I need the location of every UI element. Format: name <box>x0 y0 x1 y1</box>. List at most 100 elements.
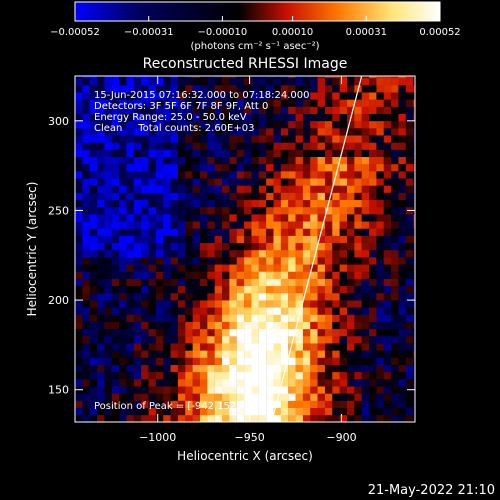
heatmap-cell <box>185 99 193 107</box>
heatmap-cell <box>273 92 281 100</box>
heatmap-cell <box>75 407 83 416</box>
heatmap-cell <box>82 400 90 408</box>
heatmap-cell <box>236 206 245 215</box>
heatmap-cell <box>229 407 237 416</box>
heatmap-cell <box>222 84 230 93</box>
heatmap-cell <box>273 106 281 114</box>
heatmap-cell <box>192 149 201 158</box>
heatmap-cell <box>97 99 105 107</box>
heatmap-cell <box>155 235 164 244</box>
heatmap-cell <box>199 156 208 165</box>
heatmap-cell <box>126 407 134 416</box>
heatmap-cell <box>82 127 90 136</box>
heatmap-cell <box>339 343 348 351</box>
heatmap-cell <box>405 106 414 114</box>
heatmap-cell <box>185 120 193 129</box>
heatmap-cell <box>119 350 127 358</box>
heatmap-cell <box>163 307 171 315</box>
heatmap-cell <box>332 84 340 93</box>
heatmap-cell <box>126 307 134 315</box>
heatmap-cell <box>302 242 311 251</box>
heatmap-cell <box>317 206 326 215</box>
heatmap-cell <box>126 292 134 301</box>
heatmap-cell <box>170 149 179 158</box>
heatmap-cell <box>288 235 296 244</box>
heatmap-cell <box>354 414 362 422</box>
heatmap-cell <box>398 307 406 315</box>
heatmap-cell <box>155 127 164 136</box>
heatmap-cell <box>82 249 90 258</box>
heatmap-cell <box>104 264 112 272</box>
info-line-clean: Clean Total counts: 2.60E+03 <box>94 123 254 134</box>
heatmap-cell <box>273 357 281 365</box>
heatmap-cell <box>192 364 201 373</box>
heatmap-cell <box>199 192 208 201</box>
heatmap-cell <box>376 228 384 236</box>
heatmap-cell <box>229 364 237 373</box>
heatmap-cell <box>133 235 142 244</box>
heatmap-cell <box>192 185 201 193</box>
heatmap-cell <box>207 400 215 408</box>
heatmap-cell <box>126 228 134 236</box>
heatmap-cell <box>405 400 414 408</box>
heatmap-cell <box>222 171 230 179</box>
heatmap-cell <box>199 321 208 330</box>
heatmap-cell <box>155 371 164 380</box>
heatmap-cell <box>391 414 399 422</box>
heatmap-cell <box>163 84 171 93</box>
heatmap-cell <box>185 163 193 172</box>
heatmap-cell <box>185 135 193 143</box>
heatmap-cell <box>236 242 245 251</box>
heatmap-cell <box>229 120 237 129</box>
heatmap-cell <box>199 364 208 373</box>
heatmap-cell <box>413 221 415 229</box>
heatmap-cell <box>398 350 406 358</box>
heatmap-cell <box>398 393 406 401</box>
heatmap-cell <box>207 135 215 143</box>
heatmap-cell <box>361 185 370 193</box>
heatmap-cell <box>383 285 392 294</box>
heatmap-cell <box>295 163 304 172</box>
heatmap-cell <box>177 300 186 308</box>
heatmap-cell <box>89 350 98 358</box>
heatmap-cell <box>133 221 142 229</box>
heatmap-cell <box>163 192 171 201</box>
heatmap-cell <box>75 321 83 330</box>
heatmap-cell <box>302 278 311 287</box>
heatmap-cell <box>222 400 230 408</box>
heatmap-cell <box>383 257 392 265</box>
heatmap-cell <box>185 149 193 158</box>
heatmap-cell <box>266 249 274 258</box>
heatmap-cell <box>324 328 333 337</box>
heatmap-cell <box>89 371 98 380</box>
heatmap-cell <box>119 199 127 208</box>
heatmap-cell <box>104 156 112 165</box>
heatmap-cell <box>302 156 311 165</box>
heatmap-cell <box>111 371 120 380</box>
heatmap-cell <box>354 142 362 150</box>
heatmap-cell <box>258 321 267 330</box>
heatmap-cell <box>398 228 406 236</box>
heatmap-cell <box>251 142 259 150</box>
heatmap-cell <box>133 393 142 401</box>
heatmap-cell <box>376 335 384 344</box>
heatmap-cell <box>214 257 223 265</box>
heatmap-cell <box>207 77 215 86</box>
heatmap-cell <box>119 257 127 265</box>
heatmap-cell <box>97 271 105 279</box>
heatmap-cell <box>163 171 171 179</box>
heatmap-cell <box>97 163 105 172</box>
heatmap-cell <box>119 171 127 179</box>
heatmap-cell <box>266 407 274 416</box>
heatmap-cell <box>244 99 252 107</box>
heatmap-cell <box>163 106 171 114</box>
heatmap-cell <box>391 278 399 287</box>
heatmap-cell <box>163 178 171 186</box>
heatmap-cell <box>310 393 318 401</box>
heatmap-cell <box>236 321 245 330</box>
heatmap-cell <box>310 113 318 122</box>
heatmap-cell <box>236 106 245 114</box>
heatmap-cell <box>97 386 105 394</box>
heatmap-cell <box>104 343 112 351</box>
heatmap-cell <box>82 321 90 330</box>
